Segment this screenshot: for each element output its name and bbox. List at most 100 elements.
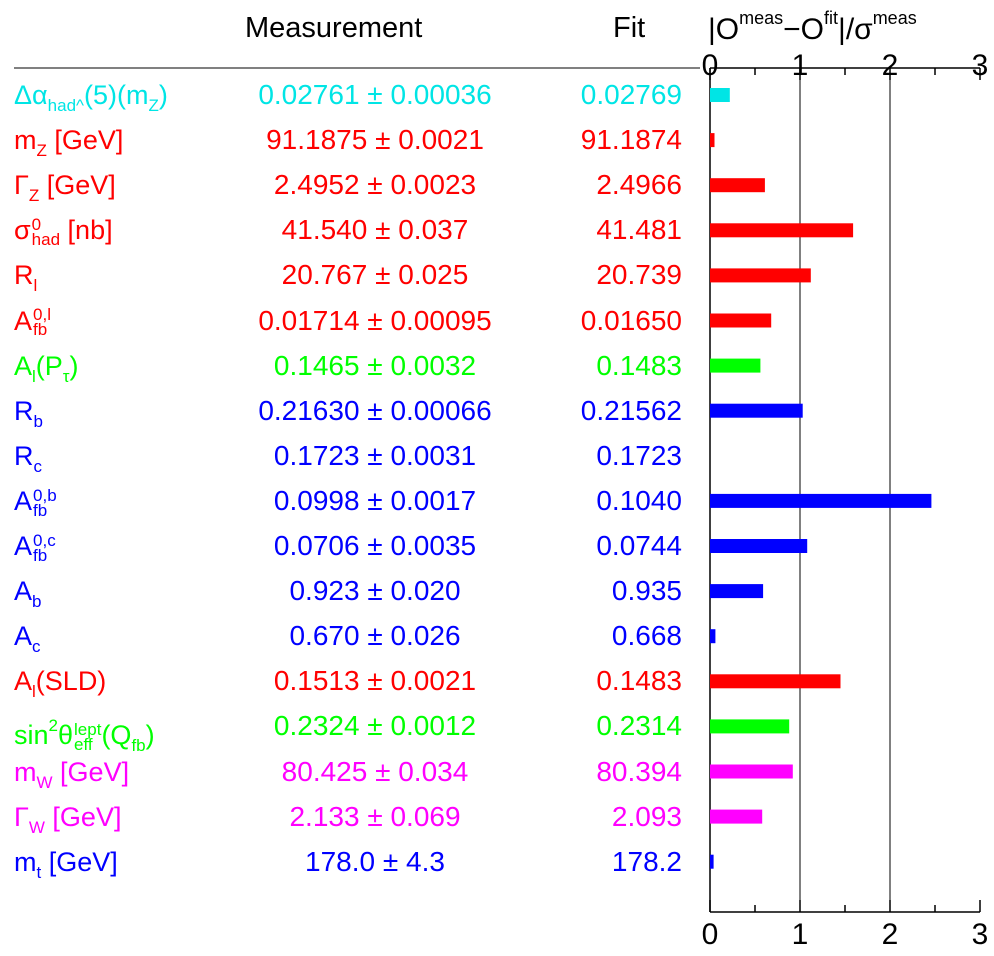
fit-value: 0.1040	[596, 484, 682, 516]
observable-name: ΓW [GeV]	[14, 801, 122, 837]
measurement-value: 41.540 ± 0.037	[281, 214, 469, 246]
observable-name: sin2θ lept eff (Qfb)	[14, 716, 155, 756]
fit-value: 2.093	[611, 800, 682, 832]
measurement-value: 0.923 ± 0.020	[289, 575, 461, 607]
table-row: Al(Pτ) 0.1465 ± 0.0032 0.1483	[0, 343, 700, 389]
pull-bar	[710, 674, 841, 689]
fit-value: 41.481	[596, 214, 682, 246]
pull-bar	[710, 809, 763, 824]
pull-bar	[710, 133, 715, 148]
fit-value: 0.0744	[596, 530, 682, 561]
fit-value: 0.21562	[580, 394, 682, 426]
pull-bar	[710, 493, 932, 508]
table-row: A 0,l fb 0.01714 ± 0.00095 0.01650	[0, 298, 700, 344]
pull-bar	[710, 584, 764, 599]
fit-value: 0.2314	[596, 710, 682, 742]
table-row: Rc 0.1723 ± 0.0031 0.1723	[0, 433, 700, 479]
table-row: A 0,b fb 0.0998 ± 0.0017 0.1040	[0, 478, 700, 524]
top-tick-label: 3	[972, 49, 989, 82]
table-row: mt [GeV] 178.0 ± 4.3 178.2	[0, 839, 700, 885]
pull-header-sigma: |/σ	[838, 13, 873, 46]
table-row: A 0,c fb 0.0706 ± 0.0035 0.0744	[0, 523, 700, 569]
pull-bar	[710, 539, 808, 553]
observable-name: Ac	[14, 621, 41, 657]
pull-header-sigma-sup: meas	[872, 8, 917, 28]
observable-name: mt [GeV]	[14, 846, 118, 882]
measurement-value: 91.1875 ± 0.0021	[266, 124, 484, 156]
pull-header-minus-o: −O	[783, 13, 825, 46]
pull-bar	[710, 223, 854, 238]
measurement-value: 0.1513 ± 0.0021	[273, 665, 477, 697]
measurement-value: 0.1465 ± 0.0032	[273, 349, 477, 381]
table-row: Rl 20.767 ± 0.025 20.739	[0, 252, 700, 298]
observable-name: σ 0 had [nb]	[14, 215, 113, 250]
pull-header: |Omeas−Ofit|/σmeas	[708, 8, 917, 47]
fit-value: 0.01650	[580, 304, 682, 336]
pull-bar	[710, 629, 716, 644]
table-row: Ab 0.923 ± 0.020 0.935	[0, 568, 700, 614]
observable-name: mZ [GeV]	[14, 125, 124, 161]
measurement-value: 2.4952 ± 0.0023	[273, 169, 477, 201]
table-row: Δαhad^(5)(mZ) 0.02761 ± 0.00036 0.02769	[0, 72, 700, 118]
bottom-tick-label: 3	[972, 918, 989, 951]
fit-value: 0.02769	[580, 79, 682, 110]
table-row: mZ [GeV] 91.1875 ± 0.0021 91.1874	[0, 117, 700, 163]
fit-value: 91.1874	[580, 124, 682, 156]
top-tick-label: 2	[882, 49, 899, 82]
observable-name: Al(SLD)	[14, 666, 107, 702]
pull-header-o: |O	[708, 13, 740, 46]
measurement-value: 0.0998 ± 0.0017	[273, 484, 477, 516]
measurement-value: 0.670 ± 0.026	[289, 620, 461, 652]
fit-value: 20.739	[596, 259, 682, 291]
pull-bar	[710, 764, 793, 779]
fit-value: 80.394	[596, 755, 682, 787]
observable-name: A 0,b fb	[14, 485, 57, 520]
fit-value: 0.1723	[596, 439, 682, 471]
pull-bar	[710, 88, 730, 102]
observable-name: Rl	[14, 260, 38, 296]
pull-bar	[710, 178, 765, 193]
table-row: σ 0 had [nb] 41.540 ± 0.037 41.481	[0, 207, 700, 253]
observable-name: Rc	[14, 440, 42, 476]
pull-header-meas-sup: meas	[739, 8, 784, 28]
table-row: ΓW [GeV] 2.133 ± 0.069 2.093	[0, 794, 700, 840]
table-row: mW [GeV] 80.425 ± 0.034 80.394	[0, 749, 700, 795]
bottom-tick-label: 2	[882, 918, 899, 951]
pull-bar	[710, 358, 761, 373]
top-tick-label: 1	[792, 49, 809, 82]
pull-header-fit-sup: fit	[824, 8, 839, 28]
measurement-value: 0.02761 ± 0.00036	[258, 79, 492, 110]
top-tick-label: 0	[702, 49, 719, 82]
observable-name: Ab	[14, 576, 42, 612]
bottom-tick-label: 1	[792, 918, 809, 951]
measurement-value: 80.425 ± 0.034	[281, 755, 469, 787]
measurement-value: 2.133 ± 0.069	[289, 800, 461, 832]
observable-name: A 0,l fb	[14, 305, 51, 340]
measurement-value: 0.21630 ± 0.00066	[258, 394, 492, 426]
observable-name: ΓZ [GeV]	[14, 170, 116, 206]
fit-value: 0.935	[611, 575, 682, 607]
fit-value: 2.4966	[596, 169, 682, 201]
measurement-value: 178.0 ± 4.3	[305, 845, 445, 877]
observable-name: mW [GeV]	[14, 756, 130, 792]
measurement-value: 0.2324 ± 0.0012	[273, 710, 477, 742]
measurement-value: 0.01714 ± 0.00095	[258, 304, 492, 336]
fit-value: 178.2	[611, 845, 682, 877]
pull-bar	[710, 313, 772, 328]
measurement-value: 0.0706 ± 0.0035	[273, 530, 477, 561]
measurement-value: 0.1723 ± 0.0031	[273, 439, 477, 471]
observable-name: Δαhad^(5)(mZ)	[14, 80, 168, 115]
table-row: Ac 0.670 ± 0.026 0.668	[0, 613, 700, 659]
observable-name: Rb	[14, 395, 43, 431]
fit-value: 0.1483	[596, 349, 682, 381]
bottom-tick-label: 0	[702, 918, 719, 951]
pull-bar	[710, 854, 714, 869]
measurement-header: Measurement	[245, 12, 423, 44]
pull-bar	[710, 719, 790, 734]
fit-value: 0.668	[611, 620, 682, 652]
fit-value: 0.1483	[596, 665, 682, 697]
table-row: Al(SLD) 0.1513 ± 0.0021 0.1483	[0, 658, 700, 704]
table-row: sin2θ lept eff (Qfb) 0.2324 ± 0.0012 0.2314	[0, 703, 700, 755]
pull-bar	[710, 268, 811, 283]
